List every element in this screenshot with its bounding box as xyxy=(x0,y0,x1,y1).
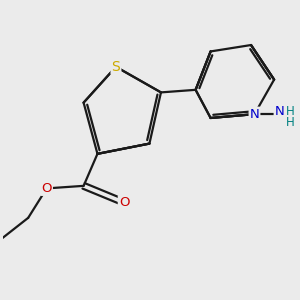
Text: N: N xyxy=(275,105,284,118)
Text: H: H xyxy=(286,116,295,129)
Text: O: O xyxy=(119,196,129,209)
Text: N: N xyxy=(250,108,260,121)
Text: S: S xyxy=(112,60,120,74)
Text: O: O xyxy=(41,182,52,195)
Text: H: H xyxy=(286,105,295,118)
